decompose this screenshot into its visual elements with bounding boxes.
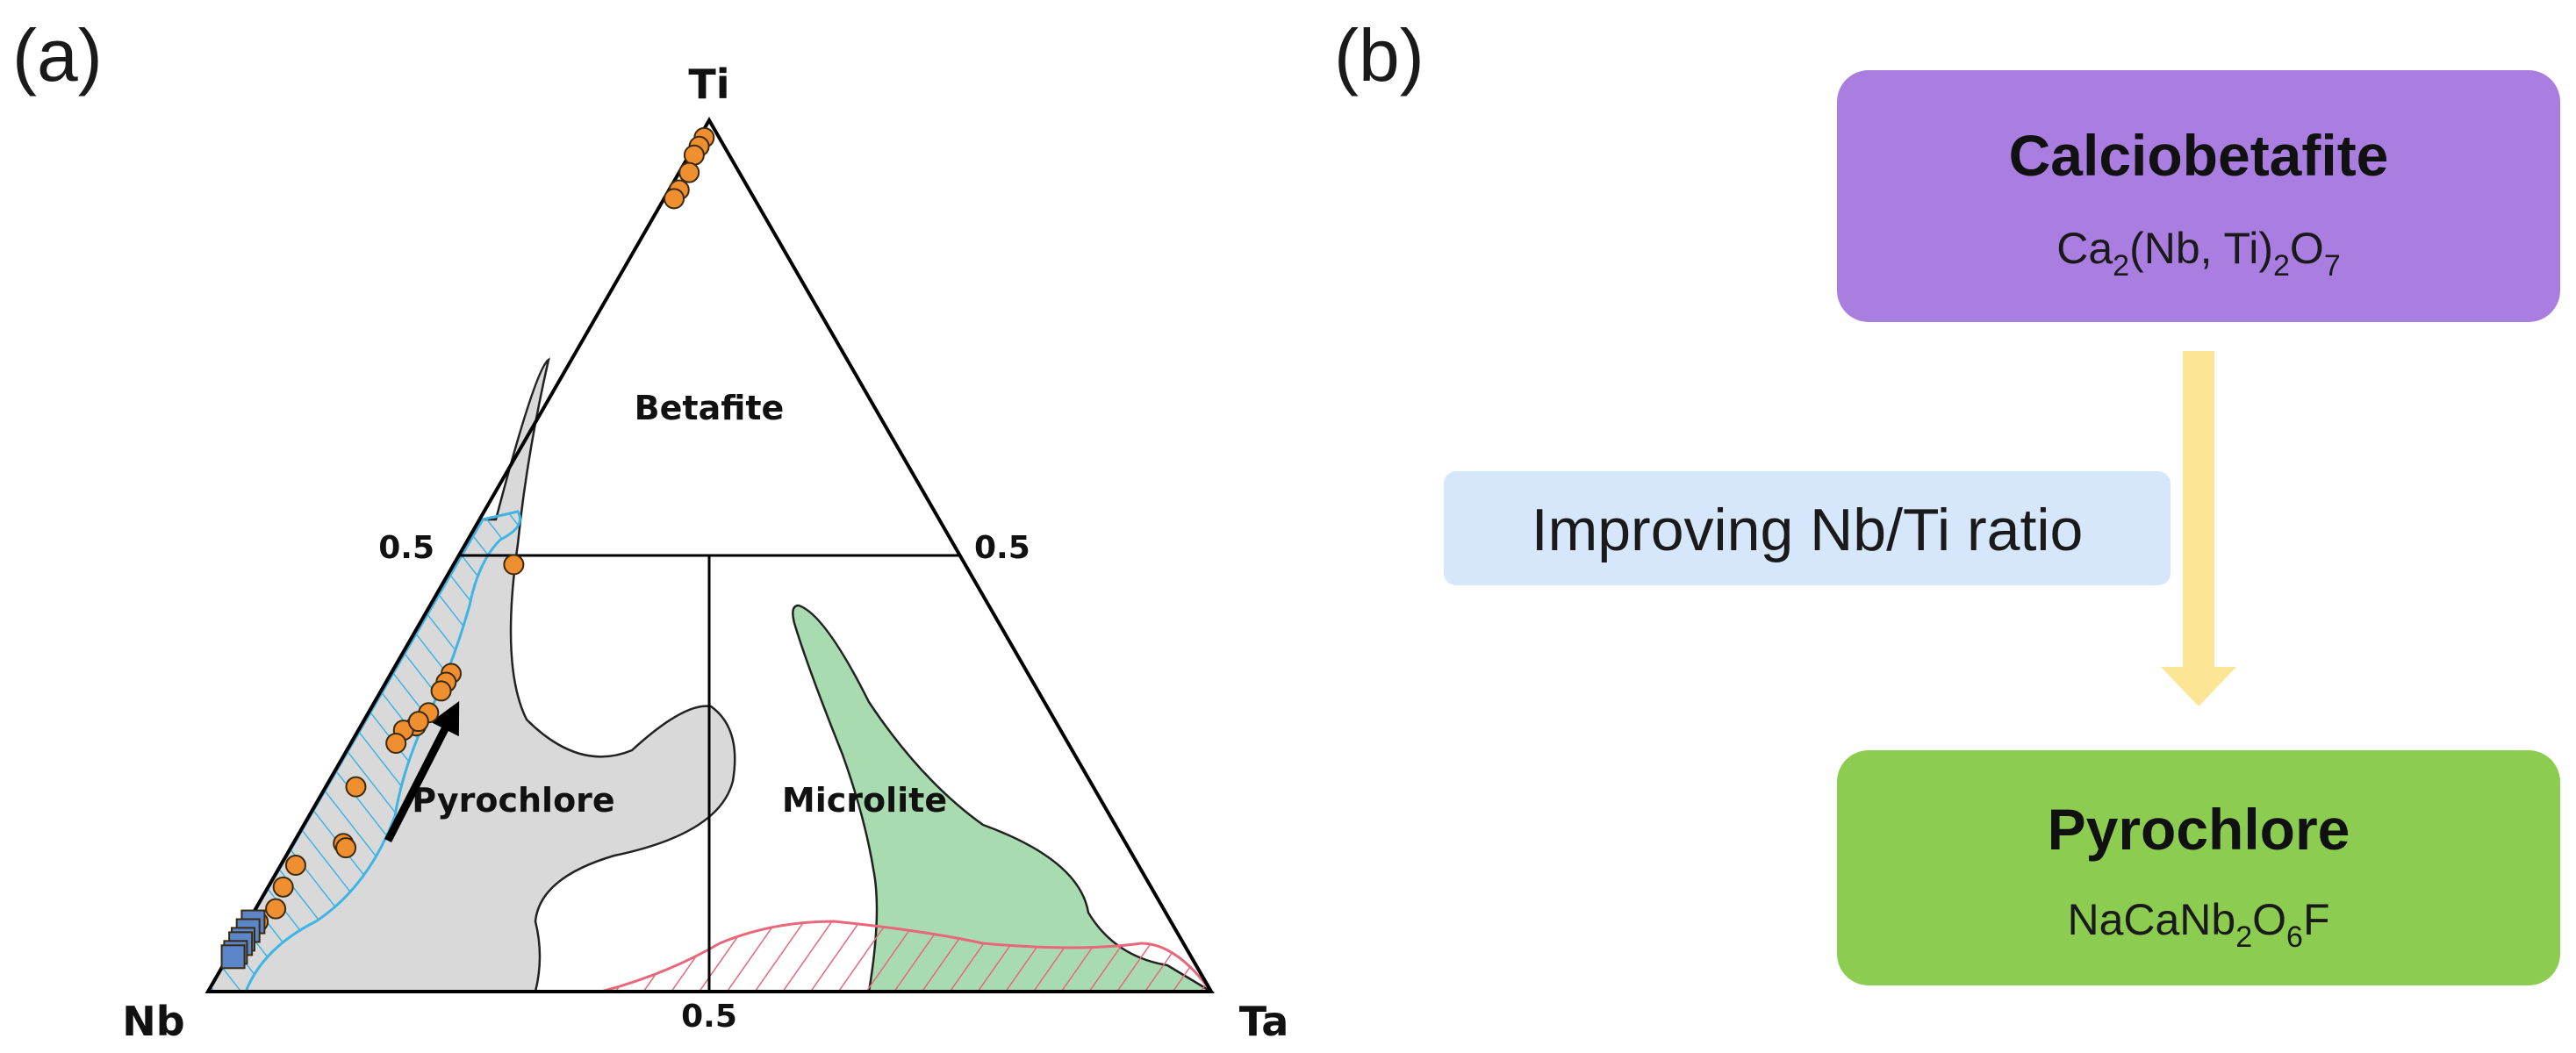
panel-b: (b) Calciobetafite Ca2(Nb, Ti)2O7 Improv… [1334,14,2560,985]
red-hatch-region [600,920,1214,993]
panel-a-label: (a) [12,14,103,97]
data-points [220,126,715,970]
square-point-5 [220,944,246,970]
calciobetafite-title: Calciobetafite [2009,123,2389,188]
ratio-label-text: Improving Nb/Ti ratio [1532,497,2084,563]
vertex-ti: Ti [688,61,729,108]
label-pyrochlore: Pyrochlore [412,781,614,820]
pyrochlore-title: Pyrochlore [2048,797,2350,862]
circle-point-2 [683,144,705,166]
vertex-ta: Ta [1239,998,1289,1045]
circle-point-3 [678,161,700,183]
panel-a: (a) Ti Nb Ta 0.5 0.5 0.5 Betafite Pyroch… [12,14,1288,1045]
tick-right-edge: 0.5 [974,530,1030,566]
trend-arrow [384,700,460,843]
calciobetafite-box [1837,70,2560,322]
label-microlite: Microlite [782,781,947,820]
circle-point-18 [284,855,306,877]
panel-b-label: (b) [1334,14,1424,97]
circle-point-19 [272,876,294,898]
calciobetafite-formula: Ca2(Nb, Ti)2O7 [2056,224,2341,283]
circle-point-20 [265,898,287,920]
tick-left-edge: 0.5 [378,530,434,566]
transition-arrow [2161,351,2236,706]
vertex-nb: Nb [122,998,184,1045]
circle-point-17 [335,837,357,859]
tick-base: 0.5 [681,999,737,1035]
circle-point-6 [503,554,525,576]
label-betafite: Betafite [635,389,785,427]
pyrochlore-formula: NaCaNb2O6F [2067,895,2329,954]
circle-point-13 [407,711,429,733]
circle-point-5 [664,188,685,210]
circle-point-15 [345,776,367,798]
circle-point-9 [430,680,452,702]
circle-point-14 [385,732,407,754]
ratio-label-box [1444,471,2171,585]
pyrochlore-box [1837,750,2560,985]
